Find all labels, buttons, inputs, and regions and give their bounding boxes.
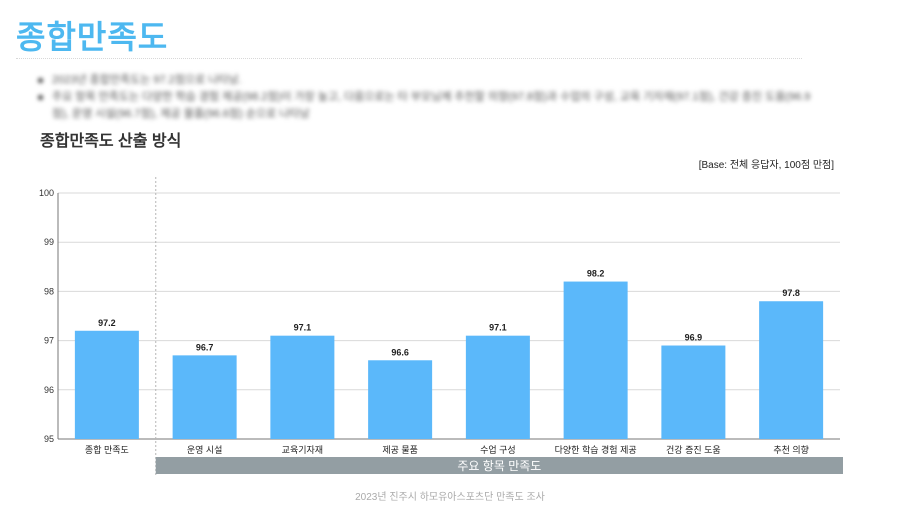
x-tick-label: 추천 의향	[773, 444, 809, 455]
title-divider	[16, 58, 802, 59]
bar	[465, 335, 530, 439]
bar	[759, 301, 824, 439]
data-label: 97.2	[98, 318, 116, 328]
data-label: 97.8	[782, 288, 800, 298]
bar	[74, 330, 139, 439]
group-band	[155, 457, 843, 474]
bar	[661, 345, 726, 439]
y-tick-label: 95	[44, 434, 54, 444]
x-tick-label: 건강 증진 도움	[666, 445, 721, 455]
x-tick-label: 종합 만족도	[85, 445, 129, 455]
bar	[270, 335, 335, 439]
x-tick-label: 교육기자재	[282, 445, 323, 455]
bar	[172, 355, 237, 439]
group-label: 주요 항목 만족도	[457, 459, 541, 473]
x-tick-label: 운영 시설	[187, 445, 223, 455]
page-title: 종합만족도	[16, 19, 169, 55]
y-tick-label: 100	[39, 188, 54, 198]
chart-section-title: 종합만족도 산출 방식	[40, 133, 182, 150]
base-note: [Base: 전체 응답자, 100점 만점]	[698, 160, 834, 171]
bar	[563, 281, 628, 439]
bar	[368, 360, 433, 439]
data-label: 96.6	[391, 347, 409, 357]
summary-bullet: 2023년 종합만족도는 97.2점으로 나타남.	[36, 72, 826, 89]
data-label: 97.1	[294, 323, 312, 333]
y-tick-label: 97	[44, 336, 54, 346]
x-tick-label: 다양한 학습 경험 제공	[555, 444, 637, 455]
data-label: 97.1	[489, 323, 507, 333]
summary-bullet: 주요 항목 만족도는 다양한 학습 경험 제공(98.2점)이 가장 높고, 다…	[36, 89, 826, 123]
x-tick-label: 제공 물품	[382, 445, 418, 455]
summary-bullets: 2023년 종합만족도는 97.2점으로 나타남. 주요 항목 만족도는 다양한…	[36, 72, 826, 123]
y-tick-label: 99	[44, 237, 54, 247]
y-tick-label: 96	[44, 385, 54, 395]
data-label: 98.2	[587, 269, 605, 279]
y-tick-label: 98	[44, 286, 54, 296]
footer-source: 2023년 진주시 하모유아스포츠단 만족도 조사	[355, 492, 545, 503]
data-label: 96.7	[196, 342, 214, 352]
x-tick-label: 수업 구성	[480, 445, 516, 455]
data-label: 96.9	[685, 333, 703, 343]
